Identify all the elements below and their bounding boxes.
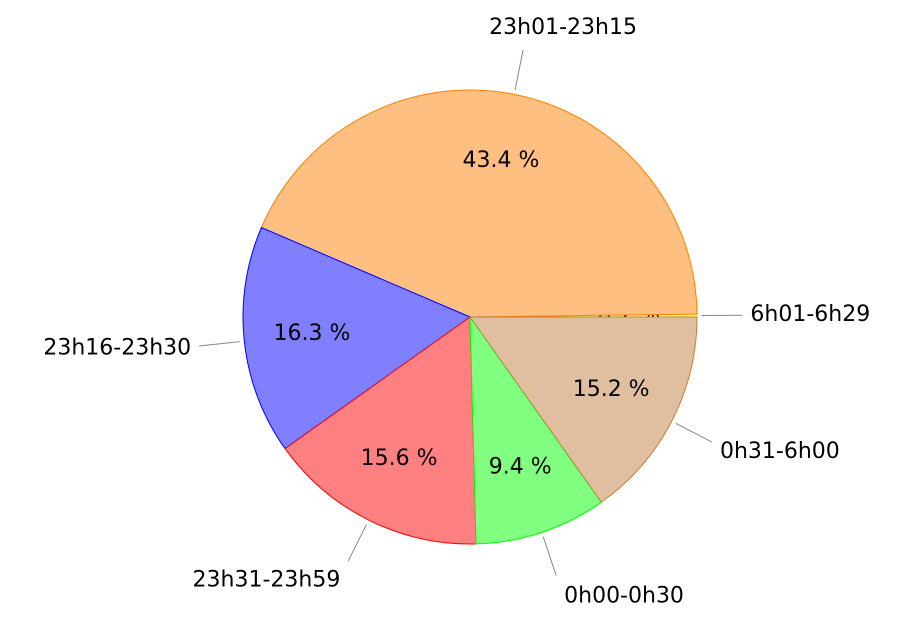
value-label: 16.3 % xyxy=(274,321,351,346)
category-label: 0h31-6h00 xyxy=(720,439,840,464)
category-label: 23h01-23h15 xyxy=(489,15,637,40)
leader-line xyxy=(199,341,240,347)
leader-line xyxy=(347,523,368,561)
leader-line xyxy=(514,49,524,90)
category-label: 0h00-0h30 xyxy=(564,583,684,608)
category-label: 23h16-23h30 xyxy=(43,335,191,360)
category-label: 23h31-23h59 xyxy=(193,567,341,592)
value-label: 9.4 % xyxy=(489,455,552,480)
category-label: 6h01-6h29 xyxy=(750,302,870,327)
value-label: 15.2 % xyxy=(573,377,650,402)
value-label: 15.6 % xyxy=(361,446,438,471)
value-label: 43.4 % xyxy=(463,148,540,173)
pie-slice xyxy=(469,316,698,503)
leader-line xyxy=(542,536,557,576)
pie-slice xyxy=(260,89,698,318)
leader-line xyxy=(675,422,713,443)
pie-slice xyxy=(242,226,472,450)
pie-slice xyxy=(469,315,602,545)
pie-slice xyxy=(284,316,477,545)
